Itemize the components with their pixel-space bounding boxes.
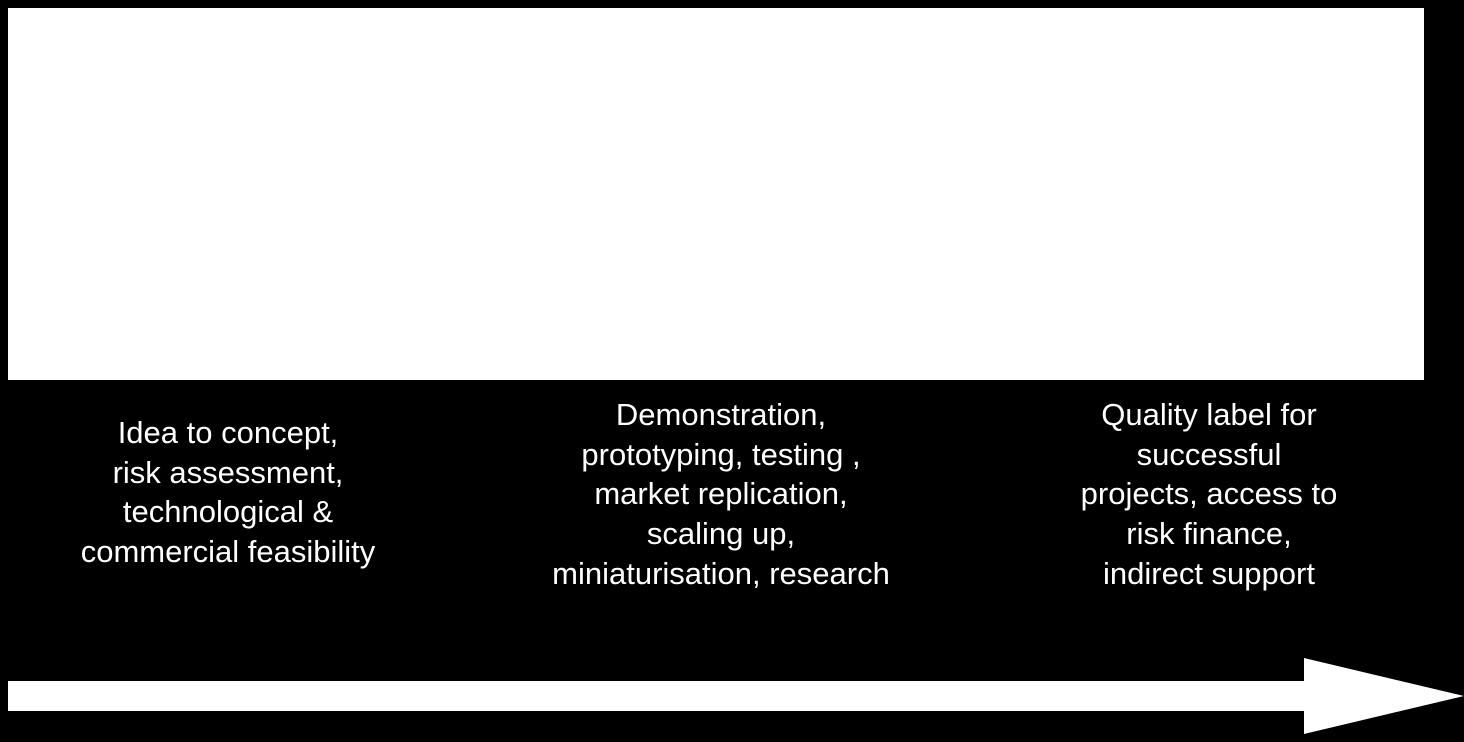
progress-arrow-icon: [8, 658, 1464, 734]
diagram-canvas: Idea to concept, risk assessment, techno…: [0, 0, 1464, 742]
phase-col-1: Idea to concept, risk assessment, techno…: [8, 395, 448, 572]
phase-col-2: Demonstration, prototyping, testing , ma…: [461, 395, 981, 593]
phase-columns: Idea to concept, risk assessment, techno…: [8, 395, 1424, 630]
phase-col-3: Quality label for successful projects, a…: [994, 395, 1424, 593]
top-blank-panel: [8, 8, 1424, 380]
